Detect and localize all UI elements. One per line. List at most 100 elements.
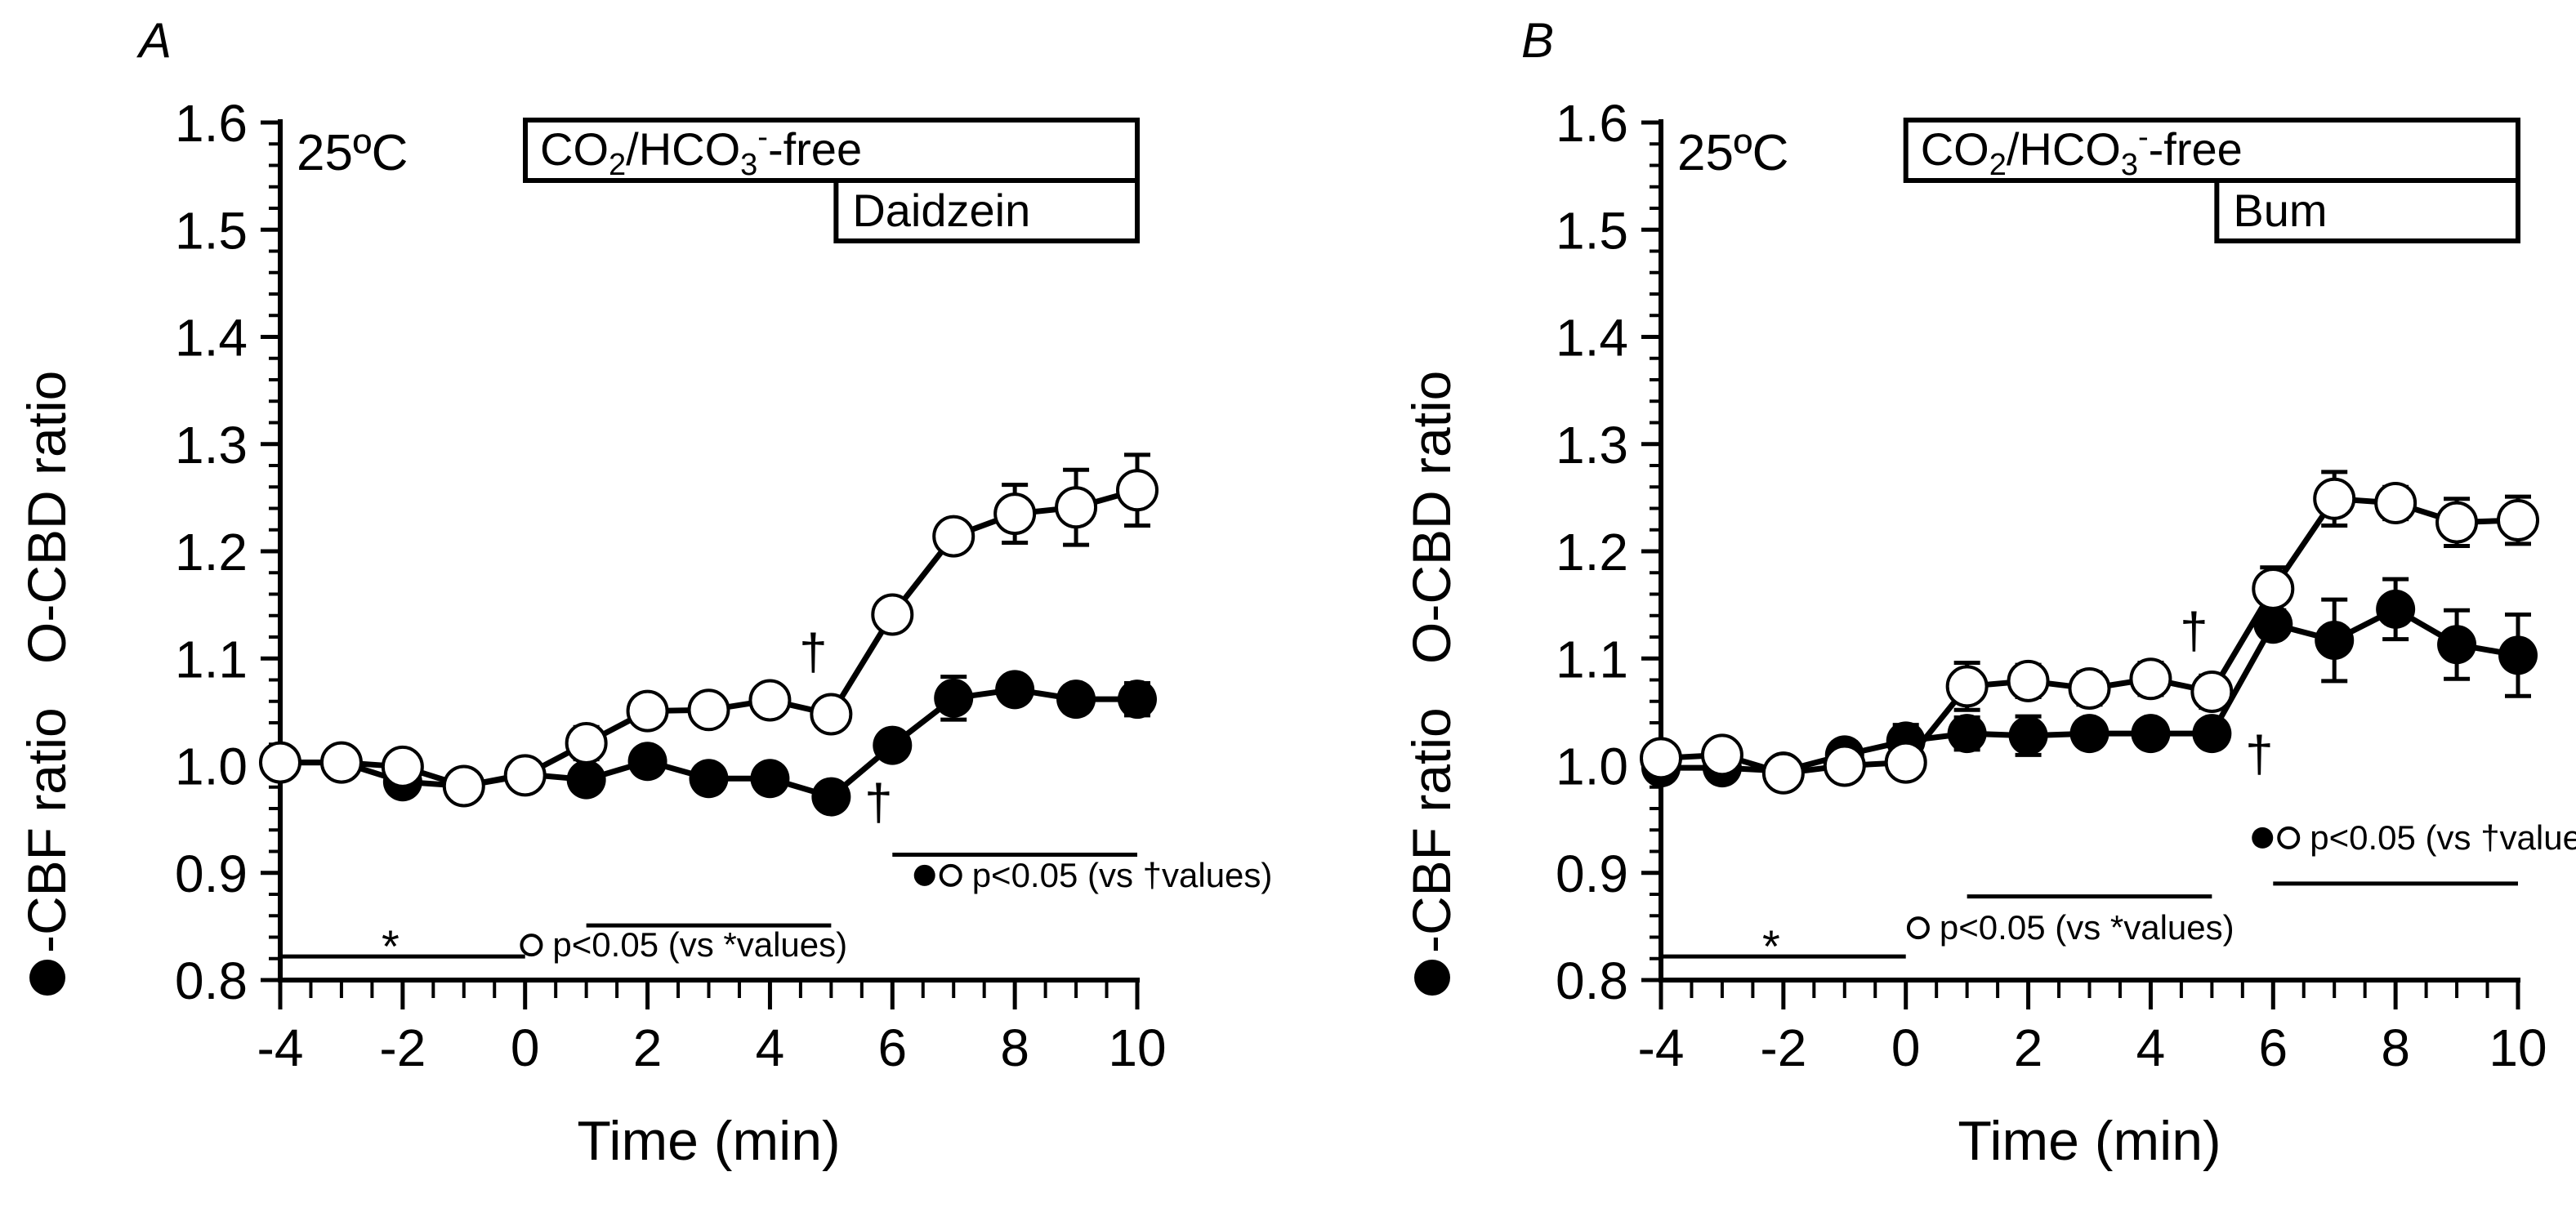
data-point-open xyxy=(2374,481,2418,524)
x-tick-label: -2 xyxy=(379,1018,426,1077)
data-point-open xyxy=(871,593,914,636)
x-tick-label: 2 xyxy=(2014,1018,2043,1077)
treatment-box-drug xyxy=(833,178,1140,243)
data-point-open xyxy=(442,764,485,808)
data-point-open xyxy=(810,693,853,736)
data-point-open xyxy=(1761,751,1805,795)
x-axis-label: Time (min) xyxy=(1958,1110,2221,1172)
y-axis-label: -CBF ratio O-CBD ratio xyxy=(1401,371,1462,996)
y-tick-label: 1.6 xyxy=(1556,94,1628,153)
treatment-label-part: /HCO xyxy=(626,123,740,175)
y-tick-label: 0.8 xyxy=(1556,951,1628,1010)
annotation-open-marker xyxy=(1906,916,1930,940)
data-point-filled xyxy=(2192,714,2232,754)
data-point-filled xyxy=(2498,635,2538,675)
x-tick-label: 4 xyxy=(2136,1018,2166,1077)
data-point-open xyxy=(319,741,363,784)
data-point-open xyxy=(2435,501,2479,544)
data-point-filled xyxy=(873,725,913,765)
y-tick-label: 1.3 xyxy=(1556,416,1628,475)
treatment-label-part: 3 xyxy=(740,148,757,182)
y-tick-label: 0.8 xyxy=(175,951,248,1010)
dagger-mark: † xyxy=(2245,726,2273,782)
data-point-open xyxy=(2252,567,2295,610)
y-tick-label: 0.9 xyxy=(1556,844,1628,903)
temperature-label: 25ºC xyxy=(297,125,408,181)
annotation-open-marker xyxy=(2277,826,2301,849)
significance-star: * xyxy=(382,920,400,972)
data-point-filled xyxy=(2008,715,2048,755)
data-point-open xyxy=(993,492,1037,536)
treatment-label-part: CO xyxy=(1921,123,1989,175)
treatment-label-part: 2 xyxy=(609,148,626,182)
data-point-filled xyxy=(934,678,974,718)
x-tick-label: 0 xyxy=(511,1018,540,1077)
dagger-mark: † xyxy=(864,774,892,831)
data-point-open xyxy=(2007,659,2050,702)
panel-label: A xyxy=(136,13,172,68)
data-point-open xyxy=(748,679,792,722)
x-axis-label: Time (min) xyxy=(577,1110,840,1172)
data-point-open xyxy=(2190,670,2234,713)
data-point-open xyxy=(2497,498,2539,541)
data-point-filled xyxy=(627,742,667,782)
dagger-mark: † xyxy=(799,625,827,681)
treatment-label-part: /HCO xyxy=(2007,123,2121,175)
treatment-box-co2 xyxy=(523,118,1140,183)
annotation-open-marker xyxy=(520,934,543,957)
treatment-label-part: - xyxy=(2138,120,2149,154)
data-point-filled xyxy=(2376,589,2416,629)
annotation-text: p<0.05 (vs *values) xyxy=(1940,908,2234,947)
treatment-box-co2 xyxy=(1903,118,2521,183)
y-axis-label: -CBF ratio O-CBD ratio xyxy=(16,371,77,996)
y-tick-label: 1.1 xyxy=(1556,630,1628,688)
treatment-label-co2: CO2/HCO3--free xyxy=(1921,120,2243,182)
y-label-open: O-CBD ratio xyxy=(16,371,77,664)
temperature-label: 25ºC xyxy=(1677,125,1788,181)
x-tick-label: 6 xyxy=(2258,1018,2288,1077)
y-tick-label: 1.0 xyxy=(1556,737,1628,796)
x-tick-label: 4 xyxy=(756,1018,785,1077)
y-tick-label: 1.1 xyxy=(175,630,248,688)
data-point-open xyxy=(1640,737,1682,780)
annotation-text: p<0.05 (vs †values) xyxy=(2310,818,2576,857)
y-label-filled-marker xyxy=(1414,960,1450,996)
y-tick-label: 1.0 xyxy=(175,737,248,796)
annotation-filled-marker xyxy=(913,864,935,886)
treatment-label-drug: Daidzein xyxy=(852,185,1030,236)
data-point-open xyxy=(381,745,424,788)
annotation-text: p<0.05 (vs †values) xyxy=(972,856,1273,894)
x-tick-label: -4 xyxy=(1638,1018,1685,1077)
data-point-open xyxy=(2129,657,2172,701)
y-label-open: O-CBD ratio xyxy=(1401,371,1462,664)
data-point-open xyxy=(687,688,730,732)
treatment-label-part: 3 xyxy=(2121,148,2138,182)
panel-label: B xyxy=(1521,13,1554,68)
data-point-open xyxy=(1055,486,1098,529)
treatment-label-drug: Bum xyxy=(2233,185,2327,236)
data-point-filled xyxy=(2315,620,2355,660)
x-tick-label: 0 xyxy=(1891,1018,1921,1077)
x-tick-label: 10 xyxy=(1108,1018,1166,1077)
data-point-open xyxy=(259,741,301,784)
data-point-open xyxy=(503,754,547,797)
treatment-label-part: 2 xyxy=(1989,148,2007,182)
treatment-label-co2: CO2/HCO3--free xyxy=(540,120,862,182)
y-tick-label: 1.2 xyxy=(1556,523,1628,581)
data-point-open xyxy=(1823,744,1866,787)
data-point-filled xyxy=(2437,625,2477,665)
x-tick-label: 8 xyxy=(1000,1018,1029,1077)
y-tick-label: 1.5 xyxy=(175,201,248,260)
data-point-open xyxy=(2068,667,2111,710)
data-point-open xyxy=(565,721,608,764)
y-tick-label: 1.6 xyxy=(175,94,248,153)
x-tick-label: 6 xyxy=(877,1018,907,1077)
data-point-filled xyxy=(750,759,790,799)
x-tick-label: 8 xyxy=(2381,1018,2410,1077)
data-point-filled xyxy=(689,759,729,799)
y-label-filled: -CBF ratio xyxy=(16,707,77,953)
data-point-filled xyxy=(811,777,851,817)
y-tick-label: 1.4 xyxy=(175,309,248,368)
data-point-filled xyxy=(1056,680,1096,720)
